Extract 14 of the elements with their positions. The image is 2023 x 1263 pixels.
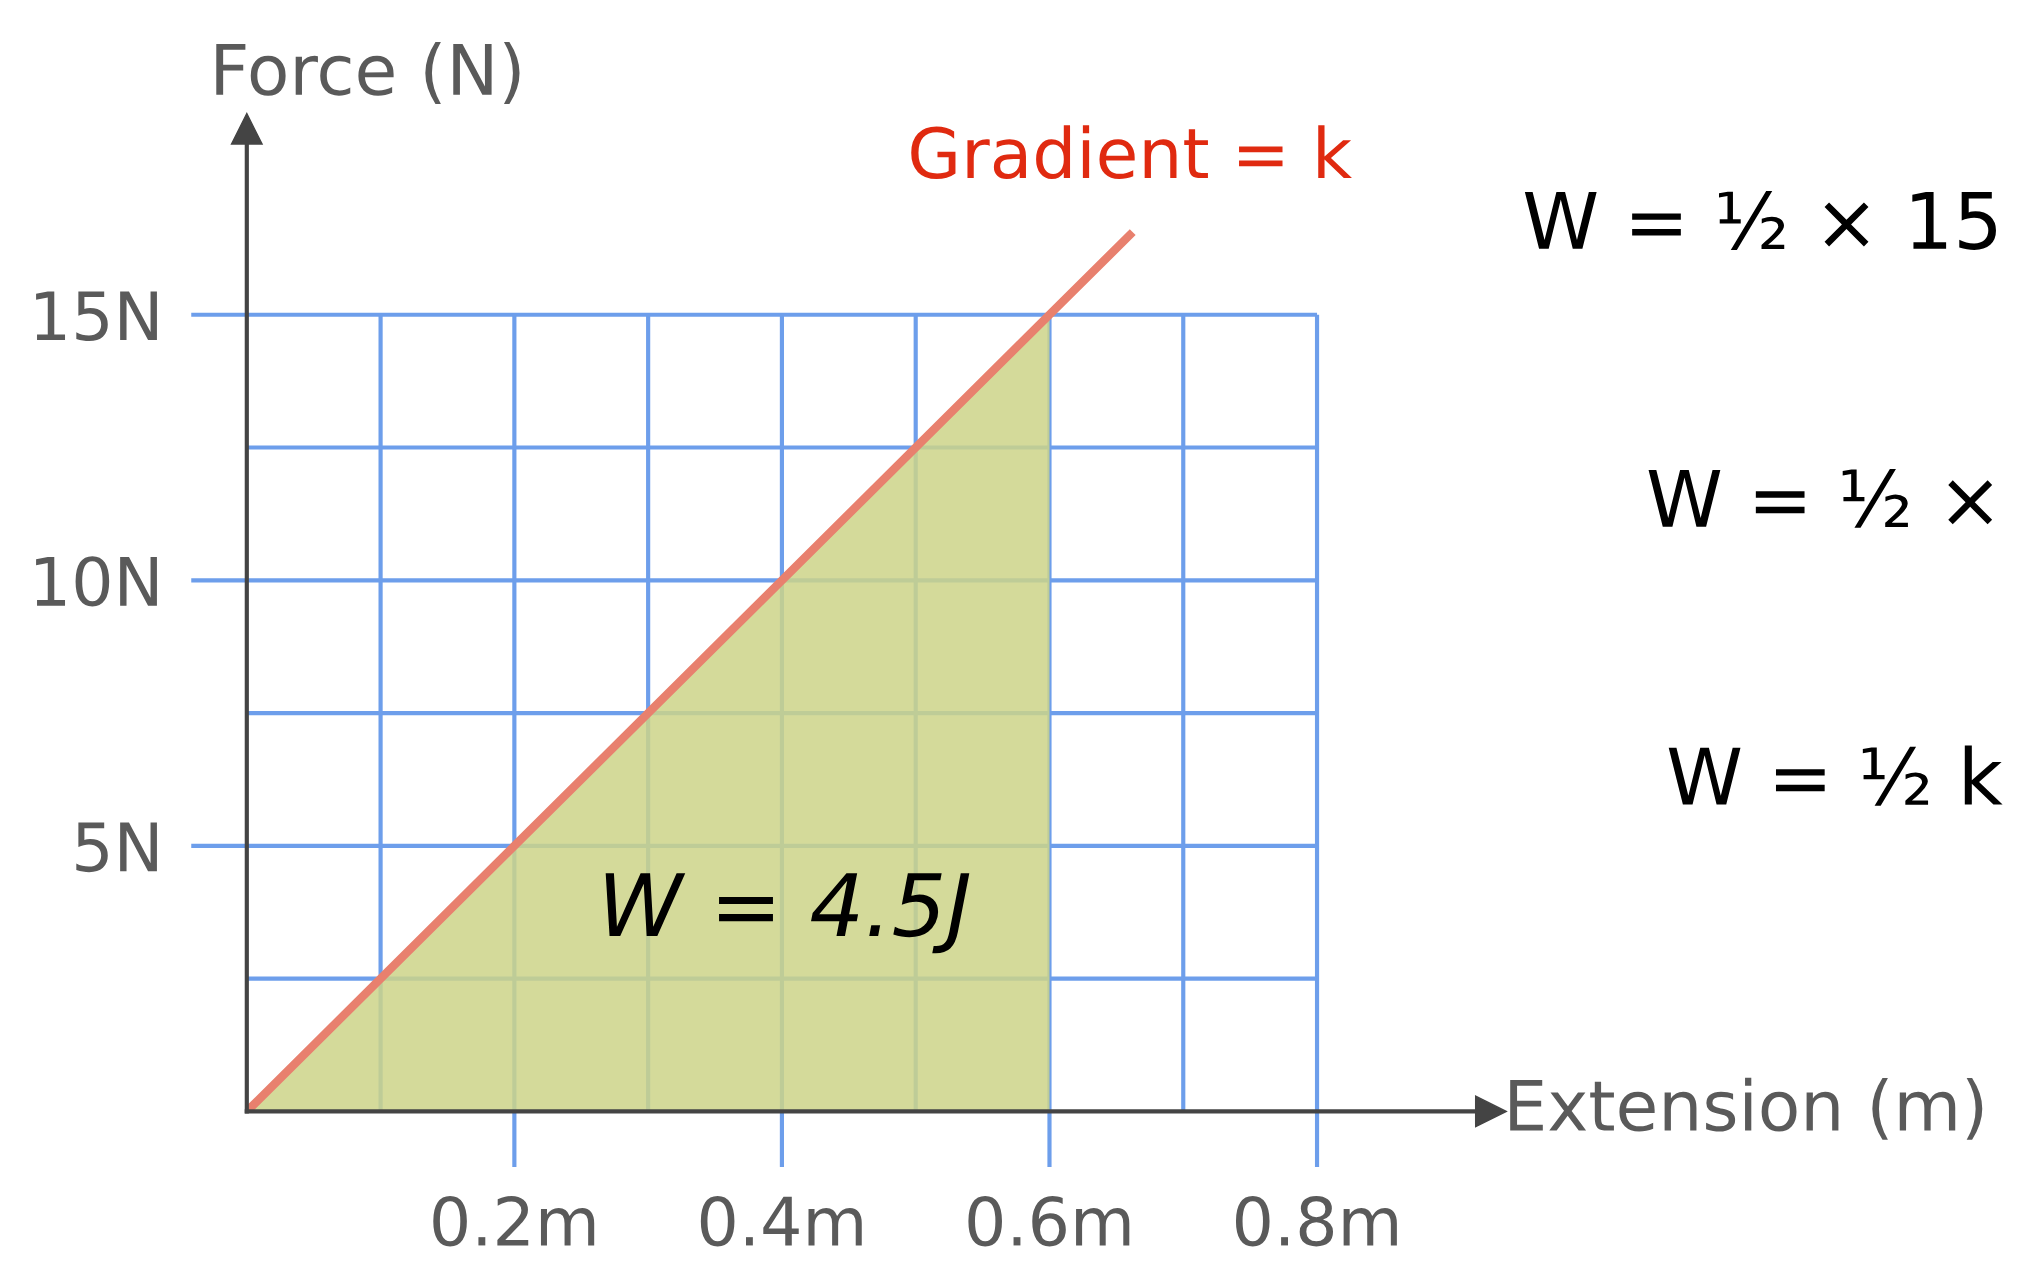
x-tick-label: 0.2m	[433, 1195, 595, 1247]
text: W = ½ × 15	[1524, 191, 1996, 250]
series-label: Gradient = k	[911, 125, 1352, 180]
text: W = ½ ×	[1648, 468, 1993, 528]
x-tick-label: 0.8m	[1235, 1195, 1397, 1247]
text: W = ½ k	[1668, 745, 2003, 806]
y-tick-label: 15N	[36, 291, 157, 341]
series-label: W = 4.5J	[605, 873, 970, 954]
x-tick-label: 0.4m	[700, 1195, 862, 1247]
y-axis-title: Force (N)	[216, 42, 520, 104]
x-tick-label: 0.6m	[968, 1195, 1130, 1247]
y-tick-label: 10N	[36, 556, 157, 607]
x-axis-title: Extension (m)	[1510, 1077, 1983, 1140]
y-tick-label: 5N	[76, 822, 157, 873]
